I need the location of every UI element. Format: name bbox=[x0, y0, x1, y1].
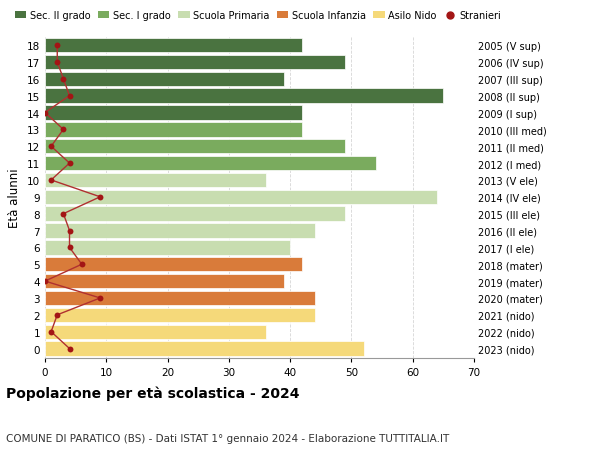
Point bbox=[52, 312, 62, 319]
Bar bbox=[45, 140, 346, 154]
Bar bbox=[45, 325, 266, 339]
Bar bbox=[45, 224, 314, 238]
Point bbox=[52, 59, 62, 67]
Bar bbox=[45, 291, 314, 305]
Point bbox=[40, 110, 50, 117]
Point bbox=[46, 143, 56, 151]
Point bbox=[65, 227, 74, 235]
Legend: Sec. II grado, Sec. I grado, Scuola Primaria, Scuola Infanzia, Asilo Nido, Stran: Sec. II grado, Sec. I grado, Scuola Prim… bbox=[11, 7, 505, 25]
Point bbox=[95, 295, 105, 302]
Point bbox=[95, 194, 105, 201]
Point bbox=[46, 328, 56, 336]
Bar bbox=[45, 308, 314, 322]
Bar bbox=[45, 90, 443, 104]
Point bbox=[77, 261, 86, 269]
Bar bbox=[45, 73, 284, 87]
Bar bbox=[45, 190, 437, 205]
Bar bbox=[45, 106, 302, 120]
Point bbox=[65, 160, 74, 168]
Point bbox=[65, 93, 74, 100]
Bar bbox=[45, 241, 290, 255]
Point bbox=[59, 211, 68, 218]
Bar bbox=[45, 56, 346, 70]
Bar bbox=[45, 174, 266, 188]
Point bbox=[59, 76, 68, 83]
Bar bbox=[45, 123, 302, 137]
Point bbox=[65, 244, 74, 252]
Bar bbox=[45, 207, 346, 221]
Point bbox=[40, 278, 50, 285]
Text: Popolazione per età scolastica - 2024: Popolazione per età scolastica - 2024 bbox=[6, 386, 299, 400]
Bar bbox=[45, 157, 376, 171]
Bar bbox=[45, 274, 284, 289]
Bar bbox=[45, 257, 302, 272]
Point bbox=[59, 126, 68, 134]
Bar bbox=[45, 39, 302, 53]
Bar bbox=[45, 341, 364, 356]
Point bbox=[52, 42, 62, 50]
Point bbox=[46, 177, 56, 184]
Text: COMUNE DI PARATICO (BS) - Dati ISTAT 1° gennaio 2024 - Elaborazione TUTTITALIA.I: COMUNE DI PARATICO (BS) - Dati ISTAT 1° … bbox=[6, 433, 449, 442]
Y-axis label: Età alunni: Età alunni bbox=[8, 168, 22, 227]
Point bbox=[65, 345, 74, 353]
